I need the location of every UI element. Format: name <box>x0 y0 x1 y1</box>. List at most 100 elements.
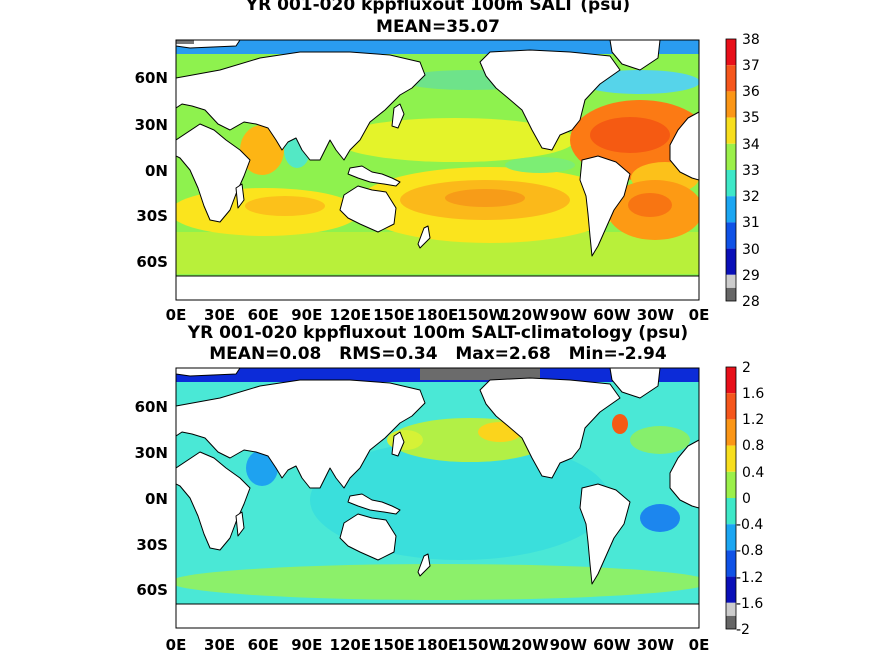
x-tick-label: 120E <box>330 636 372 654</box>
land <box>176 368 699 628</box>
colorbar-segment <box>726 419 736 446</box>
colorbar-tick-label: 35 <box>742 110 760 126</box>
x-tick-labels: 0E 30E 60E 90E 120E 150E 180E 150W 120W … <box>166 306 710 324</box>
colorbar-segment <box>726 550 736 577</box>
colorbar-segment <box>726 576 736 603</box>
x-tick-label: 0E <box>166 306 187 324</box>
x-tick-label: 30W <box>637 306 675 324</box>
colorbar-segment <box>726 367 736 394</box>
x-tick-label: 90E <box>291 636 322 654</box>
colorbar-segment <box>726 248 736 275</box>
x-tick-label: 150W <box>457 306 505 324</box>
x-tick-label: 0E <box>689 636 710 654</box>
x-tick-label: 30W <box>637 636 675 654</box>
y-tick-label: 60N <box>135 398 168 416</box>
africa-east <box>176 451 251 551</box>
panel-salinity-anomaly: YR 001-020 kppfluxout 100m SALT-climatol… <box>135 323 765 654</box>
new-zealand <box>417 225 431 249</box>
colorbar-tick-label: 0 <box>742 491 751 507</box>
colorbar: 38 37 36 35 34 33 32 31 30 29 28 <box>725 32 760 310</box>
x-tick-label: 120E <box>330 306 372 324</box>
north-atlantic-core <box>590 117 670 153</box>
greenland <box>609 40 661 71</box>
colorbar-tick-label: 31 <box>742 215 760 231</box>
arctic-fresh <box>176 40 699 54</box>
australia <box>339 185 397 233</box>
panel-salinity: YR 001-020 kppfluxout 100m SALT (psu) ME… <box>135 0 760 324</box>
y-tick-label: 0N <box>145 490 168 508</box>
antarctica <box>176 603 699 628</box>
colorbar-tick-label: -1.2 <box>736 570 763 586</box>
y-tick-label: 60S <box>136 253 168 271</box>
africa-west <box>669 111 699 181</box>
chart-title: YR 001-020 kppfluxout 100m SALT (psu) <box>245 0 630 15</box>
maritime-continent <box>347 165 401 187</box>
land-mask-grey <box>176 40 194 44</box>
x-tick-label: 90W <box>550 306 588 324</box>
colorbar-segment <box>726 65 736 92</box>
chart-title: YR 001-020 kppfluxout 100m SALT-climatol… <box>187 323 688 343</box>
north-atlantic-mixed <box>630 426 690 454</box>
gulf-stream-hot <box>612 414 628 434</box>
colorbar-tick-label: 0.8 <box>742 438 764 454</box>
colorbar-tick-label: 2 <box>742 360 751 376</box>
colorbar-tick-label: -1.6 <box>736 596 763 612</box>
south-pacific-core <box>445 189 525 207</box>
y-tick-label: 30S <box>136 536 168 554</box>
arctic-grey-mask <box>420 368 540 380</box>
colorbar-tick-label: -0.4 <box>736 517 763 533</box>
x-tick-label: 90E <box>291 306 322 324</box>
colorbar-segment <box>726 222 736 249</box>
colorbar-segment <box>726 498 736 525</box>
x-tick-label: 0E <box>689 306 710 324</box>
colorbar-segment <box>726 39 736 66</box>
colorbar-tick-label: 1.2 <box>742 412 764 428</box>
south-indian-core <box>245 196 325 216</box>
colorbar-segment <box>726 196 736 223</box>
colorbar-tick-label: 33 <box>742 163 760 179</box>
y-tick-label: 0N <box>145 162 168 180</box>
x-tick-label: 120W <box>501 306 549 324</box>
south-america <box>579 483 631 585</box>
chart-subtitle: MEAN=35.07 <box>376 17 500 37</box>
x-tick-label: 150E <box>373 636 415 654</box>
x-tick-label: 60W <box>593 306 631 324</box>
colorbar-segment <box>726 117 736 144</box>
x-tick-labels: 0E 30E 60E 90E 120E 150E 180E 150W 120W … <box>166 636 710 654</box>
colorbar-tick-label: 32 <box>742 189 760 205</box>
colorbar-segment <box>726 615 736 629</box>
south-america <box>579 155 631 257</box>
colorbar-segment <box>726 471 736 498</box>
maritime-continent <box>347 493 401 515</box>
y-tick-labels: 60N 30N 0N 30S 60S <box>135 69 168 271</box>
north-america <box>479 49 621 151</box>
colorbar-frame <box>725 366 737 630</box>
colorbar-tick-label: -0.8 <box>736 543 763 559</box>
x-tick-label: 150E <box>373 306 415 324</box>
colorbar-segment <box>726 524 736 551</box>
x-tick-label: 60E <box>248 306 279 324</box>
x-tick-label: 0E <box>166 636 187 654</box>
x-tick-label: 180E <box>417 636 459 654</box>
map-frame <box>175 39 700 301</box>
y-tick-label: 60N <box>135 69 168 87</box>
new-zealand <box>417 553 431 577</box>
colorbar-tick-label: 36 <box>742 84 760 100</box>
colorbar-segment <box>726 170 736 197</box>
eurasia-continent <box>176 51 426 161</box>
x-tick-label: 180E <box>417 306 459 324</box>
colorbar-tick-label: 29 <box>742 268 760 284</box>
south-atlantic-negative <box>640 504 680 532</box>
x-tick-label: 150W <box>457 636 505 654</box>
y-tick-label: 30N <box>135 444 168 462</box>
x-tick-label: 30E <box>204 306 235 324</box>
colorbar-tick-label: 0.4 <box>742 465 764 481</box>
north-pacific-band <box>335 118 575 162</box>
colorbar-tick-label: 38 <box>742 32 760 48</box>
map-field <box>176 368 699 628</box>
colorbar-tick-label: 30 <box>742 242 760 258</box>
land <box>176 40 699 300</box>
north-america <box>479 377 621 479</box>
southern-ocean-positive <box>176 564 699 600</box>
